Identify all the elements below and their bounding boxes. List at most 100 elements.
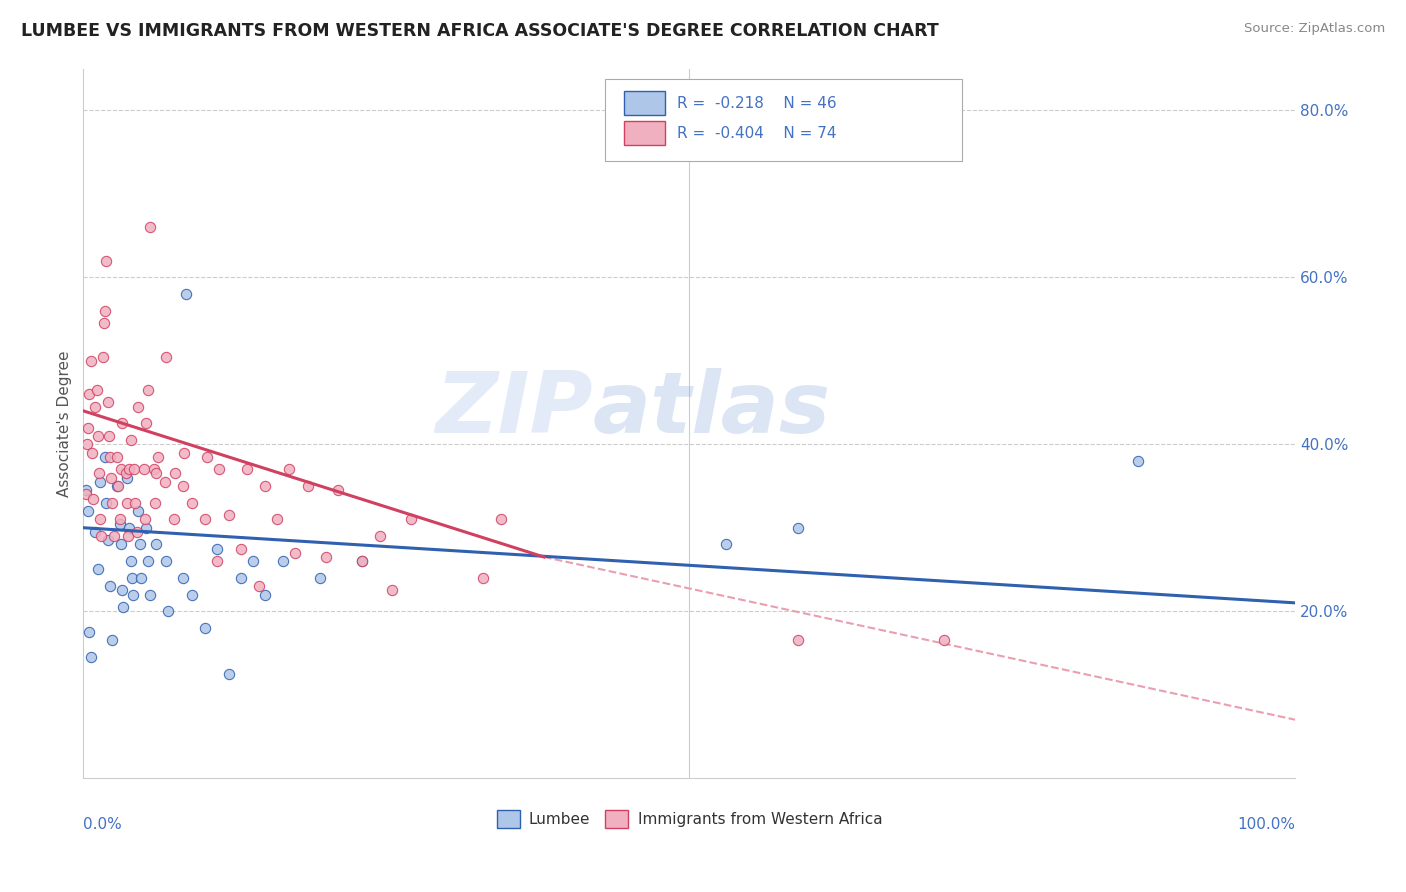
Point — [103, 529, 125, 543]
Point — [148, 450, 170, 464]
Point — [132, 462, 155, 476]
Point — [297, 479, 319, 493]
Point — [105, 450, 128, 464]
Point — [91, 350, 114, 364]
Point — [271, 554, 294, 568]
Point — [87, 467, 110, 481]
Point — [218, 508, 240, 523]
Text: R =  -0.404    N = 74: R = -0.404 N = 74 — [678, 126, 837, 141]
Point — [163, 512, 186, 526]
Point — [218, 666, 240, 681]
Point — [714, 537, 737, 551]
Point — [247, 579, 270, 593]
Point — [352, 554, 374, 568]
Point — [124, 496, 146, 510]
Point — [193, 621, 215, 635]
Point — [79, 353, 101, 368]
Point — [326, 483, 349, 498]
Point — [108, 516, 131, 531]
Point — [242, 554, 264, 568]
Point — [136, 383, 159, 397]
Point — [117, 529, 139, 543]
Point — [101, 633, 124, 648]
Point — [229, 571, 252, 585]
Point — [84, 400, 107, 414]
Point — [165, 467, 187, 481]
Point — [125, 524, 148, 539]
Point — [93, 316, 115, 330]
Point — [96, 395, 118, 409]
Point — [155, 350, 177, 364]
Text: ZIP: ZIP — [434, 368, 592, 450]
Point — [118, 521, 141, 535]
Point — [266, 512, 288, 526]
Point — [110, 537, 132, 551]
Point — [139, 588, 162, 602]
Point — [205, 554, 228, 568]
Point — [381, 583, 404, 598]
Point — [145, 467, 167, 481]
Point — [352, 554, 374, 568]
Point — [173, 445, 195, 459]
Point — [98, 579, 121, 593]
Point — [77, 504, 100, 518]
Point — [108, 512, 131, 526]
Point — [139, 220, 162, 235]
Point — [96, 253, 118, 268]
Point — [122, 462, 145, 476]
Point — [96, 533, 118, 548]
Point — [787, 521, 810, 535]
Point — [79, 625, 101, 640]
Point — [172, 479, 194, 493]
Point — [87, 562, 110, 576]
Point — [80, 445, 103, 459]
Point — [84, 524, 107, 539]
Point — [79, 387, 101, 401]
Point — [129, 537, 152, 551]
Point — [75, 487, 97, 501]
Point — [86, 383, 108, 397]
Point — [97, 429, 120, 443]
Text: R =  -0.218    N = 46: R = -0.218 N = 46 — [678, 95, 837, 111]
Point — [229, 541, 252, 556]
Point — [120, 554, 142, 568]
Point — [115, 470, 138, 484]
Point — [114, 467, 136, 481]
Point — [89, 512, 111, 526]
Text: 0.0%: 0.0% — [83, 817, 122, 832]
Point — [278, 462, 301, 476]
FancyBboxPatch shape — [605, 79, 962, 161]
Point — [127, 400, 149, 414]
Point — [135, 521, 157, 535]
Point — [472, 571, 495, 585]
Point — [181, 588, 204, 602]
Point — [932, 633, 955, 648]
Point — [143, 496, 166, 510]
Point — [75, 483, 97, 498]
Point — [89, 475, 111, 489]
Point — [105, 479, 128, 493]
Point — [153, 475, 176, 489]
Point — [79, 650, 101, 665]
Point — [135, 417, 157, 431]
FancyBboxPatch shape — [624, 91, 665, 115]
Point — [193, 512, 215, 526]
Text: atlas: atlas — [592, 368, 831, 450]
Point — [787, 633, 810, 648]
Text: 100.0%: 100.0% — [1237, 817, 1295, 832]
Point — [112, 600, 135, 615]
Point — [111, 583, 134, 598]
Point — [236, 462, 259, 476]
Point — [368, 529, 391, 543]
Point — [94, 450, 117, 464]
Point — [195, 450, 218, 464]
Point — [77, 420, 100, 434]
Point — [157, 604, 180, 618]
Point — [208, 462, 231, 476]
Y-axis label: Associate's Degree: Associate's Degree — [58, 351, 72, 497]
Point — [76, 437, 98, 451]
Point — [107, 479, 129, 493]
Point — [100, 470, 122, 484]
Point — [1126, 454, 1149, 468]
Legend: Lumbee, Immigrants from Western Africa: Lumbee, Immigrants from Western Africa — [491, 804, 889, 834]
